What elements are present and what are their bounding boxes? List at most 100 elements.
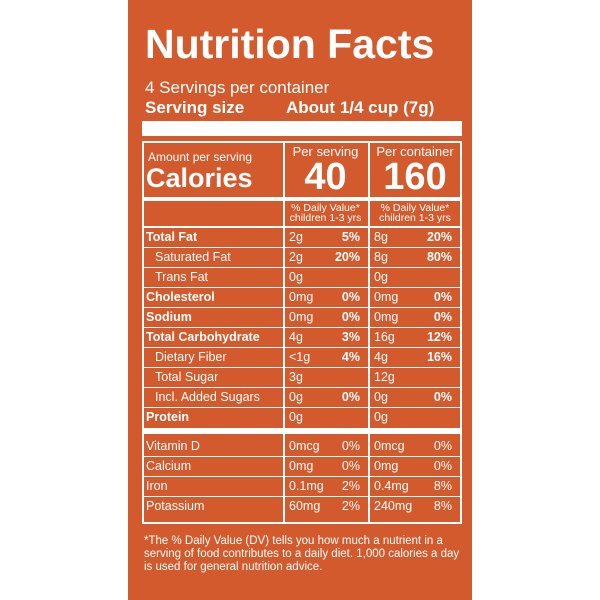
rule — [142, 407, 462, 408]
daily-value: 8% — [433, 479, 452, 493]
rule — [283, 141, 285, 522]
nutrient-name: Protein — [146, 410, 190, 424]
daily-value: 2% — [341, 479, 360, 493]
rule — [142, 367, 462, 368]
rule — [142, 456, 462, 457]
daily-value: 20% — [334, 250, 360, 264]
rule — [142, 307, 462, 308]
amount: 0mcg — [289, 439, 320, 453]
rule — [142, 428, 462, 434]
calories-value: 40 — [304, 156, 347, 198]
nutrient-name: Sodium — [146, 310, 192, 324]
amount: 0mcg — [374, 439, 405, 453]
amount: 0mg — [289, 459, 314, 473]
amount: 0mg — [374, 459, 399, 473]
daily-value: 0% — [433, 439, 452, 453]
rule — [142, 247, 462, 248]
nutrient-name: Iron — [146, 479, 168, 493]
nutrient-name: Cholesterol — [146, 290, 215, 304]
amount: 8g — [374, 230, 388, 244]
amount: 0g — [374, 270, 388, 284]
amount: 0.1mg — [289, 479, 324, 493]
nutrient-name: Trans Fat — [155, 270, 209, 284]
serving-size-value: About 1/4 cup (7g) — [286, 98, 435, 117]
amount: 0g — [289, 270, 303, 284]
nutrient-name: Vitamin D — [146, 439, 200, 453]
daily-value: 0% — [341, 390, 360, 404]
daily-value: 0% — [341, 459, 360, 473]
nutrient-name: Saturated Fat — [155, 250, 231, 264]
daily-value: 0% — [433, 290, 452, 304]
serving-size-label: Serving size — [145, 98, 245, 117]
title: Nutrition Facts — [145, 21, 435, 67]
daily-value: 0% — [341, 290, 360, 304]
daily-value: 0% — [433, 310, 452, 324]
rule — [460, 141, 462, 524]
nutrient-name: Total Fat — [146, 230, 198, 244]
nutrient-name: Calcium — [146, 459, 192, 473]
rule — [142, 387, 462, 388]
amount: 0mg — [374, 290, 399, 304]
nutrient-name: Total Carbohydrate — [146, 330, 260, 344]
daily-value: 8% — [433, 499, 452, 513]
daily-value: 80% — [426, 250, 452, 264]
rule — [142, 476, 462, 477]
amount: 0g — [289, 390, 303, 404]
rule — [142, 141, 462, 143]
amount: 0g — [289, 410, 303, 424]
dv-header: children 1-3 yrs — [379, 212, 451, 224]
amount: <1g — [289, 350, 311, 364]
amount: 0g — [374, 390, 388, 404]
daily-value: 20% — [426, 230, 452, 244]
calories-value: 160 — [383, 156, 447, 198]
nutrient-name: Total Sugar — [155, 370, 219, 384]
dv-header: % Daily Value* — [291, 202, 360, 214]
dv-header: children 1-3 yrs — [289, 212, 362, 224]
amount: 0mg — [374, 310, 399, 324]
daily-value: 0% — [433, 459, 452, 473]
amount: 16g — [374, 330, 395, 344]
column-header: Per serving — [292, 144, 359, 159]
rule — [142, 267, 462, 268]
footnote: *The % Daily Value (DV) tells you how mu… — [144, 535, 460, 573]
amount: 4g — [289, 330, 303, 344]
nutrient-name: Dietary Fiber — [155, 350, 227, 364]
daily-value: 0% — [341, 310, 360, 324]
amount: 0.4mg — [374, 479, 409, 493]
daily-value: 12% — [426, 330, 452, 344]
nutrition-label: Nutrition Facts 4 Servings per container S… — [128, 0, 472, 600]
amount: 60mg — [289, 499, 321, 513]
rule — [142, 347, 462, 348]
nutrient-name: Incl. Added Sugars — [155, 390, 260, 404]
calories-label: Calories — [146, 163, 253, 193]
amount: 0mg — [289, 310, 314, 324]
amount: 2g — [289, 230, 303, 244]
rule — [142, 496, 462, 497]
rule — [142, 141, 144, 522]
dv-header: % Daily Value* — [380, 202, 450, 214]
daily-value: 0% — [433, 390, 452, 404]
daily-value: 5% — [341, 230, 360, 244]
amount: 240mg — [374, 499, 413, 513]
column-header: Per container — [376, 144, 454, 159]
rule — [142, 327, 462, 328]
daily-value: 4% — [341, 350, 360, 364]
rule — [142, 226, 462, 228]
daily-value: 3% — [341, 330, 360, 344]
amount: 8g — [374, 250, 388, 264]
daily-value: 0% — [341, 439, 360, 453]
amount: 12g — [374, 370, 395, 384]
daily-value: 16% — [426, 350, 452, 364]
nutrient-name: Potassium — [146, 499, 205, 513]
amount: 2g — [289, 250, 303, 264]
rule — [368, 141, 370, 522]
servings: 4 Servings per container — [145, 78, 330, 97]
daily-value: 2% — [341, 499, 360, 513]
rule — [142, 197, 462, 201]
rule — [142, 522, 462, 524]
rule — [142, 287, 462, 288]
amount: 0g — [374, 410, 388, 424]
amount: 4g — [374, 350, 388, 364]
amount: 3g — [289, 370, 303, 384]
